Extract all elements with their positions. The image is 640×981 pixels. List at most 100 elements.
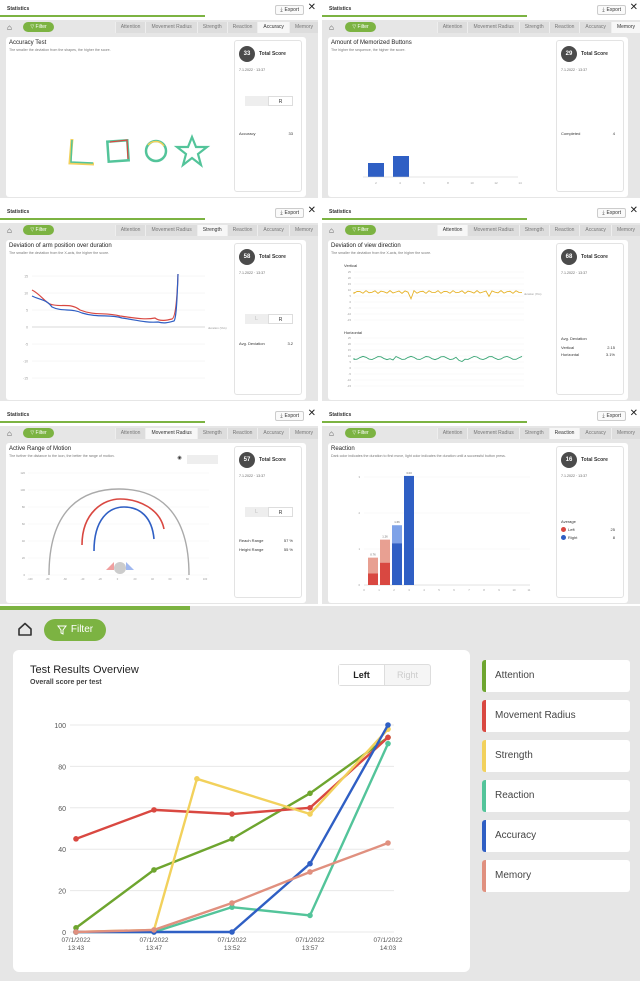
toggle-right[interactable]: R (268, 314, 293, 324)
tab-accuracy[interactable]: Accuracy (257, 22, 289, 33)
test-item-movement-radius[interactable]: Movement Radius (482, 700, 630, 732)
home-icon[interactable]: ⌂ (329, 226, 334, 235)
tab-attention[interactable]: Attention (114, 428, 146, 439)
filter-button[interactable]: ▽ Filter (23, 22, 54, 32)
data-point (385, 740, 391, 747)
filter-button[interactable]: ▽ Filter (345, 428, 376, 438)
tab-memory[interactable]: Memory (610, 22, 640, 33)
tab-attention[interactable]: Attention (436, 22, 468, 33)
tab-attention[interactable]: Attention (436, 225, 468, 236)
home-icon[interactable]: ⌂ (329, 23, 334, 32)
export-button[interactable]: ⤓ Export (597, 208, 626, 218)
y-tick: -10 (23, 360, 28, 364)
y-tick: 0 (349, 366, 351, 370)
total-score-label: Total Score (581, 51, 608, 57)
close-icon[interactable]: ✕ (629, 408, 638, 419)
x-tick: 1 (378, 588, 380, 592)
tab-strength[interactable]: Strength (518, 428, 549, 439)
toggle-left[interactable]: L (245, 507, 268, 517)
toggle-right[interactable]: R (268, 96, 293, 106)
toggle-left[interactable] (245, 96, 268, 106)
left-range-arc (81, 498, 165, 546)
export-button[interactable]: ⤓ Export (275, 5, 304, 15)
export-button[interactable]: ⤓ Export (275, 411, 304, 421)
tab-strength[interactable]: Strength (518, 22, 549, 33)
result-card: Deviation of view direction The smaller t… (328, 240, 628, 400)
tab-memory[interactable]: Memory (610, 225, 640, 236)
export-icon: ⤓ (280, 413, 283, 419)
close-icon[interactable]: ✕ (629, 205, 638, 216)
tab-movement-radius[interactable]: Movement Radius (145, 428, 197, 439)
tab-reaction[interactable]: Reaction (548, 428, 580, 439)
tab-accuracy[interactable]: Accuracy (579, 428, 611, 439)
tab-reaction[interactable]: Reaction (548, 225, 580, 236)
filter-button[interactable]: ▽ Filter (345, 225, 376, 235)
toggle-right[interactable]: Right (396, 670, 418, 680)
test-item-accuracy[interactable]: Accuracy (482, 820, 630, 852)
home-icon[interactable]: ⌂ (7, 23, 12, 32)
test-legend-list: Attention Movement Radius Strength Reaction… (482, 660, 630, 900)
export-button[interactable]: ⤓ Export (597, 411, 626, 421)
home-icon[interactable] (17, 621, 37, 641)
y-tick: -5 (25, 343, 28, 347)
tab-attention[interactable]: Attention (436, 428, 468, 439)
tab-accuracy[interactable]: Accuracy (579, 22, 611, 33)
toggle-left[interactable]: L (245, 314, 268, 324)
export-button[interactable]: ⤓ Export (597, 5, 626, 15)
tab-accuracy[interactable]: Accuracy (257, 428, 289, 439)
tab-strength[interactable]: Strength (196, 225, 227, 236)
filter-button[interactable]: ▽ Filter (345, 22, 376, 32)
color-indicator (482, 700, 486, 732)
tab-reaction[interactable]: Reaction (226, 428, 258, 439)
close-icon[interactable]: ✕ (629, 2, 638, 13)
tab-reaction[interactable]: Reaction (226, 225, 258, 236)
data-point (385, 734, 391, 741)
memory-bar-chart: 2 4 6 8 10 12 14 (363, 156, 522, 185)
test-item-memory[interactable]: Memory (482, 860, 630, 892)
tab-strength[interactable]: Strength (518, 225, 549, 236)
tab-movement-radius[interactable]: Movement Radius (467, 22, 519, 33)
home-icon[interactable]: ⌂ (7, 226, 12, 235)
x-tick: 20 (134, 577, 137, 581)
tab-memory[interactable]: Memory (288, 428, 318, 439)
stats-panel: Statistics ⤓ Export ✕ ⌂ ▽ Filter Attention Move… (0, 203, 318, 401)
test-item-strength[interactable]: Strength (482, 740, 630, 772)
tab-attention[interactable]: Attention (114, 225, 146, 236)
tab-attention[interactable]: Attention (114, 22, 146, 33)
tab-memory[interactable]: Memory (288, 225, 318, 236)
tab-accuracy[interactable]: Accuracy (257, 225, 289, 236)
home-icon[interactable]: ⌂ (329, 429, 334, 438)
close-icon[interactable]: ✕ (307, 2, 316, 13)
filter-button[interactable]: ▽ Filter (23, 428, 54, 438)
tab-movement-radius[interactable]: Movement Radius (467, 428, 519, 439)
stats-panel: Statistics ⤓ Export ✕ ⌂ ▽ Filter Attention Move… (0, 406, 318, 604)
tab-strength[interactable]: Strength (196, 22, 227, 33)
y-tick: 20 (22, 556, 26, 560)
export-button[interactable]: ⤓ Export (275, 208, 304, 218)
test-tabs: Attention Movement Radius Strength Reaction… (114, 225, 318, 236)
filter-button[interactable]: Filter (44, 619, 106, 641)
tab-memory[interactable]: Memory (610, 428, 640, 439)
tab-accuracy[interactable]: Accuracy (579, 225, 611, 236)
x-tick: 8 (483, 588, 485, 592)
close-icon[interactable]: ✕ (307, 408, 316, 419)
tab-reaction[interactable]: Reaction (226, 22, 258, 33)
tab-memory[interactable]: Memory (288, 22, 318, 33)
tab-movement-radius[interactable]: Movement Radius (467, 225, 519, 236)
tab-strength[interactable]: Strength (196, 428, 227, 439)
tab-movement-radius[interactable]: Movement Radius (145, 225, 197, 236)
tab-movement-radius[interactable]: Movement Radius (145, 22, 197, 33)
toggle-left[interactable]: Left (339, 665, 385, 685)
close-icon[interactable]: ✕ (307, 205, 316, 216)
panel-header: Statistics ⤓ Export ✕ (322, 0, 640, 20)
home-icon[interactable]: ⌂ (7, 429, 12, 438)
toggle-right[interactable]: R (268, 507, 293, 517)
tab-reaction[interactable]: Reaction (548, 22, 580, 33)
eye-icon[interactable]: ◉ (172, 455, 187, 464)
test-item-reaction[interactable]: Reaction (482, 780, 630, 812)
filter-button[interactable]: ▽ Filter (23, 225, 54, 235)
y-tick: -10 (347, 312, 351, 316)
test-item-attention[interactable]: Attention (482, 660, 630, 692)
card-subtitle: The further the distance to the icon, th… (9, 454, 115, 458)
x-note: duration (%/s) (208, 326, 227, 330)
